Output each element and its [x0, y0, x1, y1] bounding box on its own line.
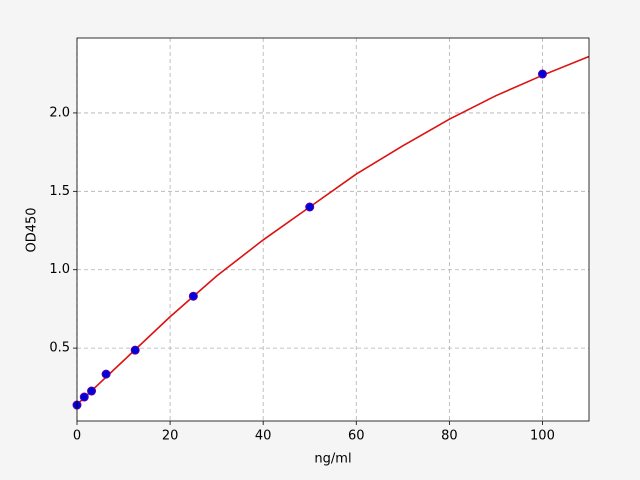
x-tick-label: 0 — [73, 429, 81, 444]
y-tick-label: 1.5 — [49, 184, 70, 199]
data-point — [305, 202, 315, 212]
plot-frame — [76, 37, 590, 422]
y-tick-label: 2.0 — [49, 105, 70, 120]
marks — [72, 55, 590, 410]
data-point — [188, 291, 198, 301]
data-point — [537, 69, 547, 79]
data-point — [79, 392, 89, 402]
x-tick-label: 40 — [255, 429, 272, 444]
x-tick-label: 60 — [348, 429, 365, 444]
data-point — [87, 386, 97, 396]
fit-curve — [76, 55, 590, 406]
plot-area — [77, 38, 589, 421]
x-tick-label: 100 — [530, 429, 555, 444]
y-tick-label: 1.0 — [49, 262, 70, 277]
data-point — [101, 369, 111, 379]
x-axis-label: ng/ml — [314, 452, 351, 467]
x-tick-label: 80 — [441, 429, 458, 444]
data-point — [130, 345, 140, 355]
y-tick-label: 0.5 — [49, 341, 70, 356]
x-tick-label: 20 — [162, 429, 179, 444]
y-axis-label: OD450 — [25, 207, 40, 252]
grid — [76, 38, 589, 421]
